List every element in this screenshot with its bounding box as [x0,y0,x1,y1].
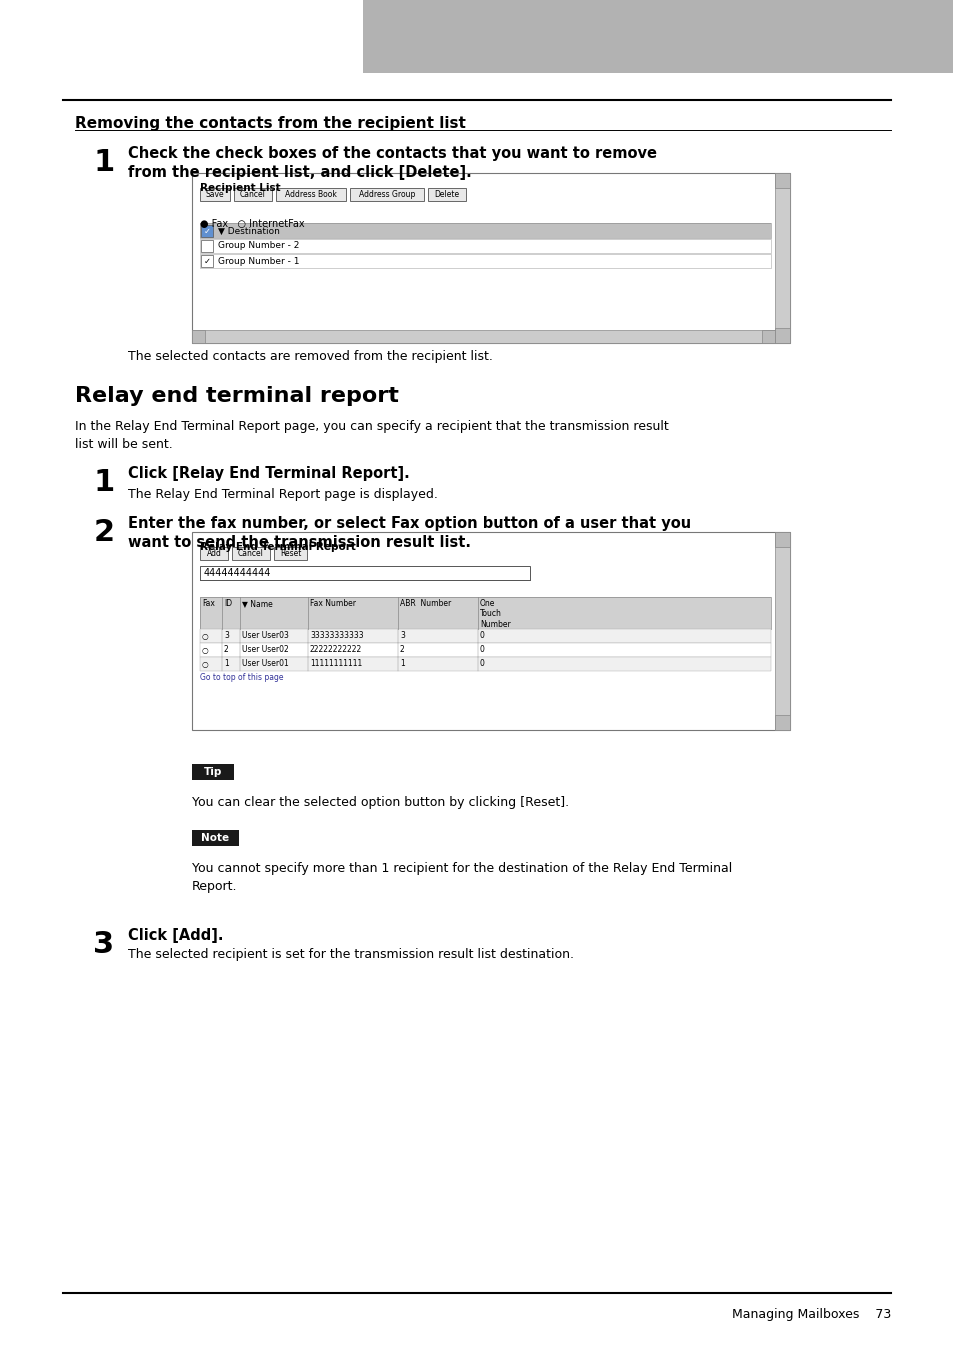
Bar [192,532,789,731]
Text: Relay end terminal report: Relay end terminal report [75,386,398,406]
Text: Managing Mailboxes    73: Managing Mailboxes 73 [731,1308,890,1321]
Text: 44444444444: 44444444444 [204,568,271,578]
Text: 11111111111: 11111111111 [310,659,362,669]
Text: 1: 1 [93,148,114,177]
Text: ▼ Destination: ▼ Destination [218,226,279,236]
Bar [200,597,770,630]
Bar [192,173,789,342]
Bar [774,328,789,342]
Bar [192,330,205,342]
Bar [201,255,213,267]
Bar [200,630,770,643]
Bar [774,173,789,342]
Bar [201,240,213,252]
Text: Fax: Fax [202,599,214,608]
Text: Cancel: Cancel [240,190,266,200]
Text: 1: 1 [224,659,229,669]
Text: Address Group: Address Group [358,190,415,200]
Bar [363,0,953,73]
Bar [350,187,423,201]
Text: Reset: Reset [279,549,301,558]
Text: Recipient List: Recipient List [200,183,280,193]
Bar [200,222,770,239]
Bar [200,597,770,630]
Bar [275,187,346,201]
Bar [192,830,239,847]
Text: 0: 0 [479,659,484,669]
Bar [200,656,770,671]
Text: Go to top of this page: Go to top of this page [200,673,283,682]
Text: 2: 2 [93,518,114,547]
Bar [200,547,228,559]
Text: 2: 2 [399,646,404,655]
Text: ○: ○ [202,631,209,640]
Bar [233,187,272,201]
Text: 0: 0 [479,646,484,655]
Text: Check the check boxes of the contacts that you want to remove
from the recipient: Check the check boxes of the contacts th… [128,146,657,181]
Bar [774,532,789,731]
Bar [232,547,270,559]
Text: Group Number - 2: Group Number - 2 [218,241,299,251]
Text: Save: Save [206,190,224,200]
Text: In the Relay End Terminal Report page, you can specify a recipient that the tran: In the Relay End Terminal Report page, y… [75,421,668,452]
Bar [774,714,789,731]
Text: Note: Note [201,833,229,842]
Text: 2: 2 [224,646,229,655]
Text: 1: 1 [399,659,404,669]
Bar [192,764,233,780]
Text: Click [Relay End Terminal Report].: Click [Relay End Terminal Report]. [128,466,410,481]
Text: ID: ID [224,599,232,608]
Text: User User02: User User02 [242,646,289,655]
Text: User User03: User User03 [242,631,289,640]
Text: The selected contacts are removed from the recipient list.: The selected contacts are removed from t… [128,350,493,363]
Bar [200,187,230,201]
Text: Tip: Tip [204,767,222,776]
Text: Group Number - 1: Group Number - 1 [218,256,299,266]
Text: ✓: ✓ [203,226,211,236]
Text: ▼ Name: ▼ Name [242,599,273,608]
Text: 0: 0 [479,631,484,640]
Text: You can clear the selected option button by clicking [Reset].: You can clear the selected option button… [192,797,569,809]
Text: Click [Add].: Click [Add]. [128,927,223,944]
Text: ● Fax   ○ InternetFax: ● Fax ○ InternetFax [200,218,304,229]
Text: One
Touch
Number: One Touch Number [479,599,510,628]
Text: 22222222222: 22222222222 [310,646,362,655]
Text: ○: ○ [202,646,209,655]
Bar [200,643,770,656]
Text: The selected recipient is set for the transmission result list destination.: The selected recipient is set for the tr… [128,948,574,961]
Bar [274,547,307,559]
Text: 3: 3 [399,631,404,640]
Text: Enter the fax number, or select Fax option button of a user that you
want to sen: Enter the fax number, or select Fax opti… [128,516,690,550]
Text: User User01: User User01 [242,659,289,669]
Text: Fax Number: Fax Number [310,599,355,608]
Text: Address Book: Address Book [285,190,336,200]
Text: Delete: Delete [434,190,459,200]
Text: Relay End Terminal Report: Relay End Terminal Report [200,542,355,551]
Text: 3: 3 [93,930,114,958]
Bar [200,253,770,268]
Bar [774,173,789,187]
Text: Add: Add [207,549,221,558]
Text: The Relay End Terminal Report page is displayed.: The Relay End Terminal Report page is di… [128,488,437,501]
Text: 33333333333: 33333333333 [310,631,363,640]
Bar [192,330,774,342]
Text: ABR  Number: ABR Number [399,599,451,608]
Text: 1: 1 [93,468,114,497]
Text: ○: ○ [202,659,209,669]
Bar [774,532,789,547]
Text: 3: 3 [224,631,229,640]
Text: Cancel: Cancel [238,549,264,558]
Bar [200,222,770,239]
Bar [201,225,213,237]
Text: You cannot specify more than 1 recipient for the destination of the Relay End Te: You cannot specify more than 1 recipient… [192,861,732,892]
Bar [428,187,465,201]
Bar [761,330,774,342]
Bar [200,566,530,580]
Text: ✓: ✓ [203,256,211,266]
Bar [200,239,770,253]
Text: Removing the contacts from the recipient list: Removing the contacts from the recipient… [75,116,465,131]
